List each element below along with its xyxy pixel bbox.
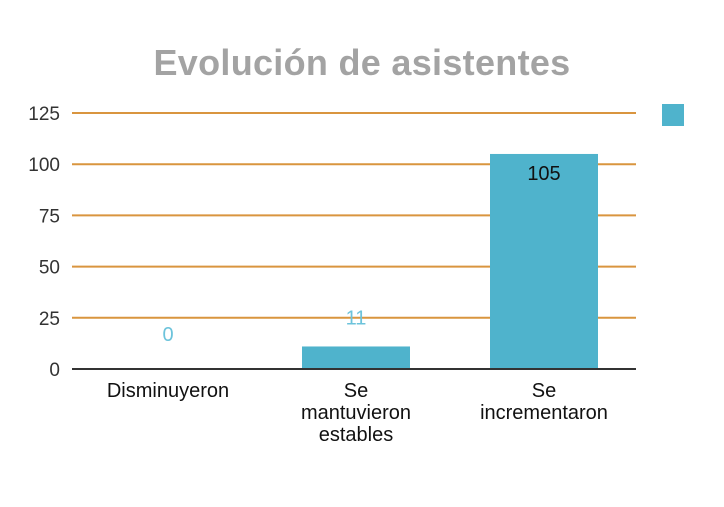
y-tick-label: 50 — [39, 258, 60, 279]
bar — [490, 153, 598, 369]
y-axis-ticks: 0 25 50 75 100 125 — [28, 104, 60, 381]
data-label: 11 — [346, 307, 367, 329]
y-tick-label: 125 — [28, 104, 60, 125]
x-axis-labels: Disminuyeron Se mantuvieron estables Se incre… — [107, 380, 608, 446]
bars — [302, 153, 598, 369]
x-tick-label: Se mantuvieron estables — [301, 380, 411, 446]
bar — [302, 346, 410, 369]
chart-title: Evolución de asistentes — [153, 42, 571, 83]
legend-swatch — [662, 104, 684, 126]
y-tick-label: 75 — [39, 206, 60, 227]
y-tick-label: 25 — [39, 309, 60, 330]
data-label: 105 — [527, 163, 560, 185]
y-tick-label: 0 — [49, 360, 60, 381]
data-labels: 0 11 105 — [162, 163, 560, 346]
y-tick-label: 100 — [28, 155, 60, 176]
x-tick-label: Se incrementaron — [480, 380, 608, 424]
data-label: 0 — [162, 324, 173, 346]
x-tick-label: Disminuyeron — [107, 380, 229, 402]
